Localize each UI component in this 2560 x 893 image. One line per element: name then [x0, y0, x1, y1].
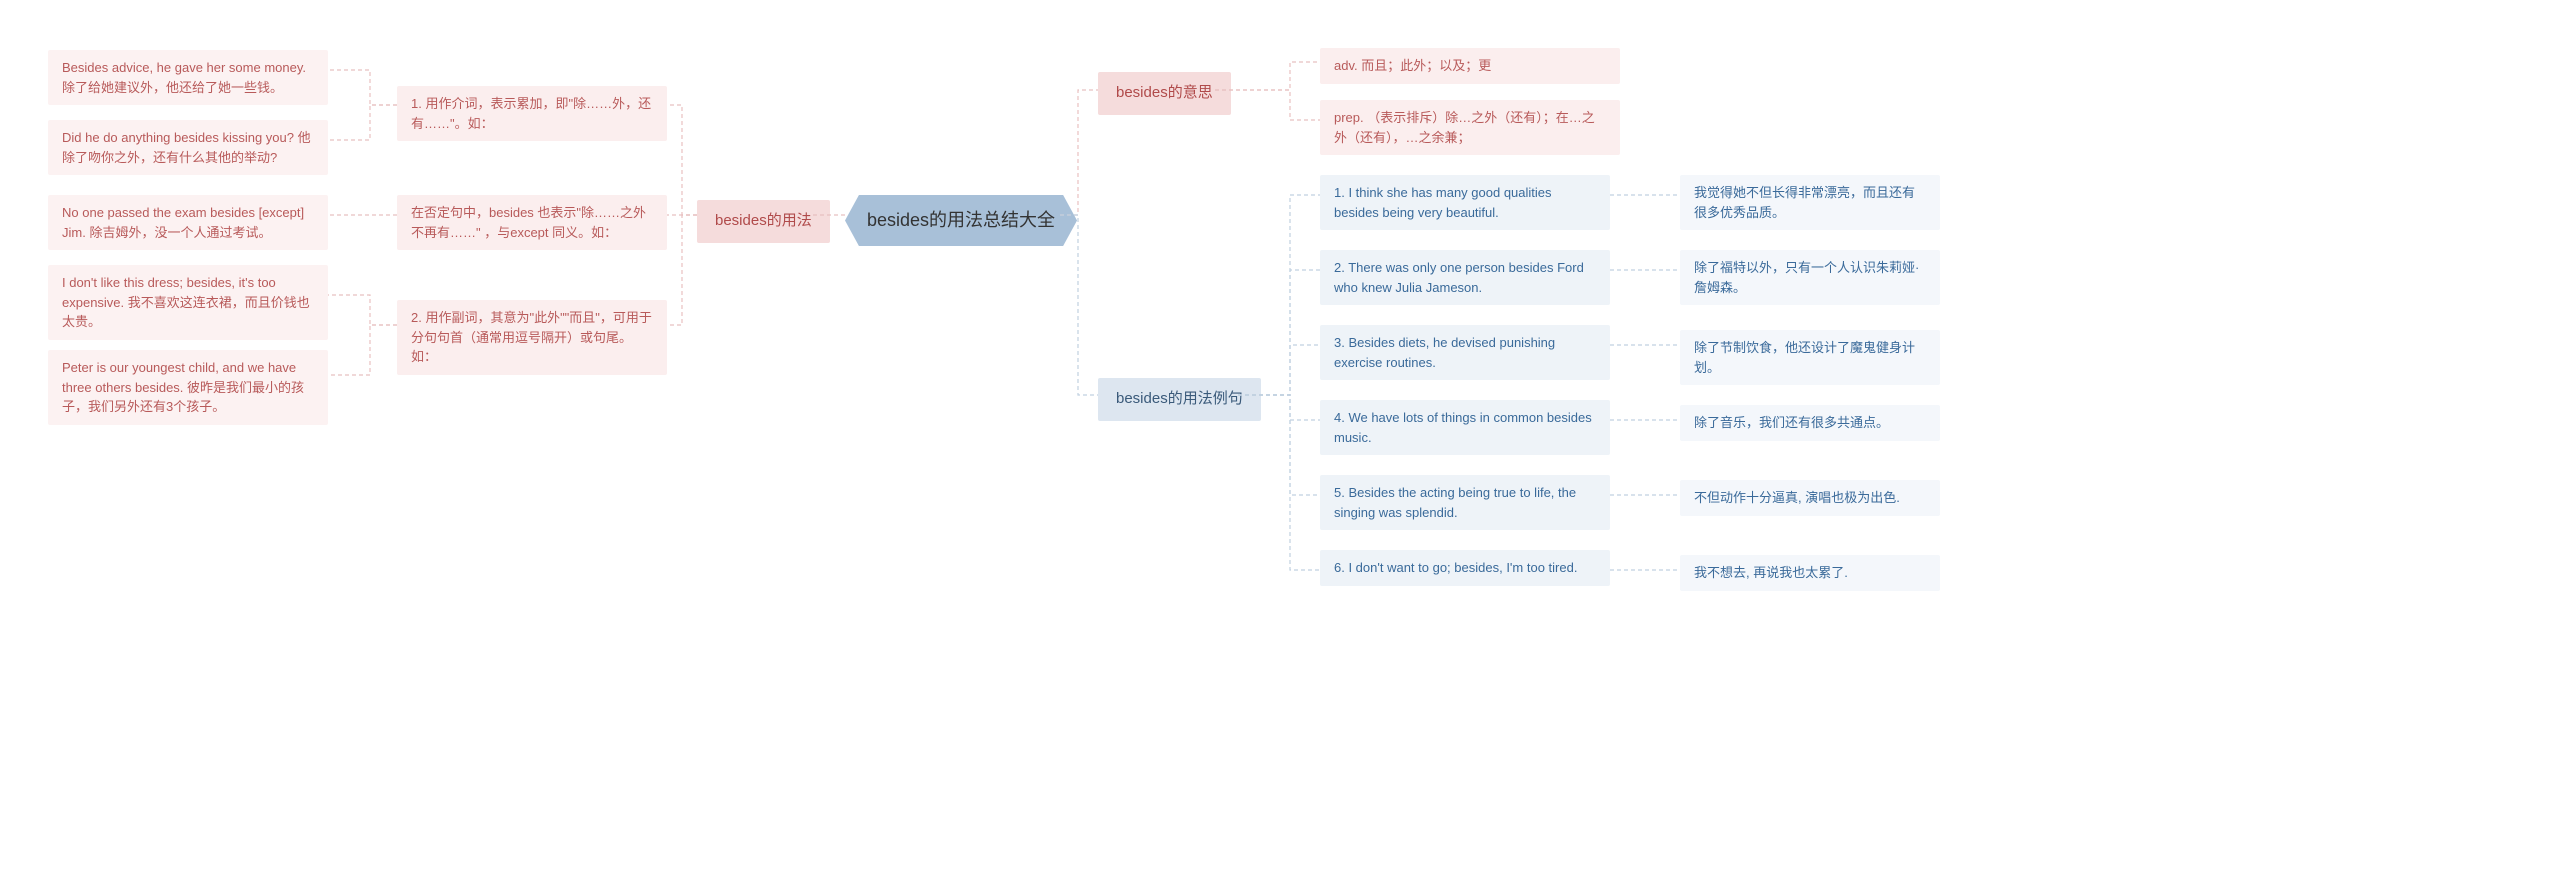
- meaning-prep: prep. （表示排斥）除…之外（还有）；在…之外（还有），…之余兼；: [1320, 100, 1620, 155]
- usage-adv-ex1: I don't like this dress; besides, it's t…: [48, 265, 328, 340]
- usage-prep-ex2: Did he do anything besides kissing you? …: [48, 120, 328, 175]
- ex1-en: 1. I think she has many good qualities b…: [1320, 175, 1610, 230]
- ex5-zh: 不但动作十分逼真, 演唱也极为出色.: [1680, 480, 1940, 516]
- root-node: besides的用法总结大全: [845, 195, 1077, 246]
- ex4-zh: 除了音乐，我们还有很多共通点。: [1680, 405, 1940, 441]
- usage-adv-ex2: Peter is our youngest child, and we have…: [48, 350, 328, 425]
- usage-neg: 在否定句中，besides 也表示"除……之外不再有……" ，与except 同…: [397, 195, 667, 250]
- ex1-zh: 我觉得她不但长得非常漂亮，而且还有很多优秀品质。: [1680, 175, 1940, 230]
- ex2-zh: 除了福特以外，只有一个人认识朱莉娅·詹姆森。: [1680, 250, 1940, 305]
- usage-adv: 2. 用作副词，其意为"此外""而且"，可用于分句句首（通常用逗号隔开）或句尾。…: [397, 300, 667, 375]
- ex3-en: 3. Besides diets, he devised punishing e…: [1320, 325, 1610, 380]
- examples-main: besides的用法例句: [1098, 378, 1261, 421]
- usage-prep: 1. 用作介词，表示累加，即"除……外，还有……"。如：: [397, 86, 667, 141]
- usage-prep-ex1: Besides advice, he gave her some money. …: [48, 50, 328, 105]
- meaning-main: besides的意思: [1098, 72, 1231, 115]
- connectors: [0, 0, 2560, 893]
- ex4-en: 4. We have lots of things in common besi…: [1320, 400, 1610, 455]
- usage-neg-ex1: No one passed the exam besides [except] …: [48, 195, 328, 250]
- ex6-zh: 我不想去, 再说我也太累了.: [1680, 555, 1940, 591]
- ex5-en: 5. Besides the acting being true to life…: [1320, 475, 1610, 530]
- ex2-en: 2. There was only one person besides For…: [1320, 250, 1610, 305]
- usage-main: besides的用法: [697, 200, 830, 243]
- ex6-en: 6. I don't want to go; besides, I'm too …: [1320, 550, 1610, 586]
- meaning-adv: adv. 而且；此外；以及；更: [1320, 48, 1620, 84]
- ex3-zh: 除了节制饮食，他还设计了魔鬼健身计划。: [1680, 330, 1940, 385]
